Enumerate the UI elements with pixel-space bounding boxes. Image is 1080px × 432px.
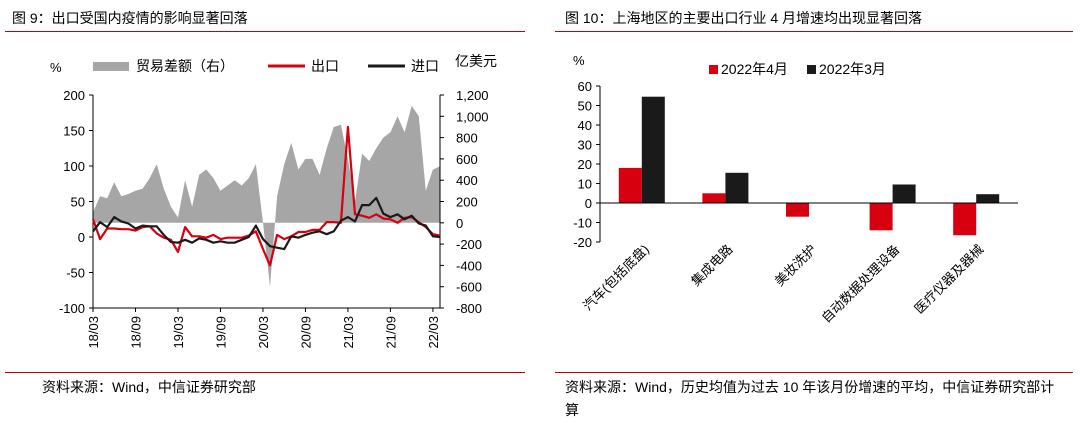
y-tick-label-left: 50: [71, 195, 85, 210]
bar-2022-mar: [892, 184, 916, 203]
x-tick-label: 20/03: [256, 316, 271, 349]
bar-2022-mar: [976, 194, 1000, 203]
figure-9-legend: 贸易差额（右） 出口 进口: [93, 58, 439, 74]
bar-2022-mar: [725, 172, 749, 203]
y-tick-label: 50: [578, 99, 592, 114]
y-unit-left: %: [50, 60, 62, 75]
figure-10: 图 10：上海地区的主要出口行业 4 月增速均出现显著回落 % 60 50 40 30…: [555, 0, 1075, 432]
figure-10-legend: 2022年4月 2022年3月: [709, 61, 886, 77]
figure-9-title: 图 9：出口受国内疫情的影响显著回落: [12, 10, 248, 26]
y-tick-label: 30: [578, 138, 592, 153]
y-tick-label: -10: [573, 216, 592, 231]
y-tick-label-right: 400: [456, 173, 478, 188]
y-tick-label: -20: [573, 235, 592, 250]
legend-label-trade: 贸易差额（右）: [136, 58, 234, 74]
legend-swatch-trade: [93, 62, 129, 71]
y-tick-label-right: -600: [456, 280, 482, 295]
legend-label-export: 出口: [311, 58, 339, 74]
y-unit-right: 亿美元: [455, 53, 497, 69]
y-tick-label-right: -200: [456, 237, 482, 252]
export-line: [91, 125, 441, 267]
y-tick-label-left: -100: [59, 301, 85, 316]
legend-label-import: 进口: [411, 58, 439, 74]
y-tick-label-left: 100: [63, 159, 85, 174]
x-tick-label: 19/09: [213, 316, 228, 349]
y-tick-label: 20: [578, 157, 592, 172]
y-tick-label-left: 200: [63, 88, 85, 103]
y-tick-label-left: 0: [78, 230, 85, 245]
x-tick-label: 22/03: [426, 316, 441, 349]
figure-9-bottom-rule: [5, 372, 525, 373]
y-tick-label-left: -50: [66, 266, 85, 281]
figure-9-top-rule: [5, 31, 525, 32]
x-tick-label: 21/03: [341, 316, 356, 349]
y-tick-label-right: 800: [456, 131, 478, 146]
legend-label-mar: 2022年3月: [819, 61, 886, 77]
x-tick-label: 19/03: [171, 316, 186, 349]
y-tick-label-left: 150: [63, 124, 85, 139]
y-tick-label-right: 200: [456, 195, 478, 210]
y-tick-label-right: -400: [456, 258, 482, 273]
category-label: 美妆洗护: [772, 242, 819, 289]
y-tick-label: 40: [578, 118, 592, 133]
category-label: 汽车(包括底盘): [580, 242, 652, 314]
bar-2022-apr: [869, 203, 893, 231]
category-label: 集成电路: [688, 242, 735, 289]
category-label: 自动数据处理设备: [819, 242, 903, 326]
figure-10-bottom-rule: [555, 372, 1073, 373]
figure-10-title: 图 10：上海地区的主要出口行业 4 月增速均出现显著回落: [565, 10, 923, 26]
bar-2022-apr: [702, 193, 726, 204]
y-tick-label-right: 1,000: [456, 109, 489, 124]
legend-swatch-mar: [807, 65, 816, 74]
figure-10-top-rule: [555, 31, 1073, 32]
y-tick-label-right: 1,200: [456, 88, 489, 103]
bar-2022-apr: [953, 203, 977, 236]
category-label: 医疗仪器及器械: [911, 242, 986, 317]
bar-2022-apr: [618, 167, 642, 203]
y-tick-label-right: -800: [456, 301, 482, 316]
y-unit: %: [573, 53, 585, 68]
legend-swatch-apr: [709, 65, 718, 74]
y-tick-label: 10: [578, 177, 592, 192]
y-tick-label-right: 0: [456, 216, 463, 231]
x-tick-label: 18/03: [86, 316, 101, 349]
import-line: [92, 196, 441, 251]
x-tick-label: 20/09: [298, 316, 313, 349]
figure-10-source: 资料来源：Wind，历史均值为过去 10 年该月份增速的平均，中信证券研究部计算: [565, 379, 1055, 418]
x-tick-label: 18/09: [128, 316, 143, 349]
trade-balance-area: [93, 105, 440, 287]
y-tick-label: 60: [578, 79, 592, 94]
x-tick-label: 21/09: [383, 316, 398, 349]
figure-9: 图 9：出口受国内疫情的影响显著回落 % 亿美元 200 150 100 50 0 -50…: [0, 0, 530, 432]
y-tick-label: 0: [585, 196, 592, 211]
figure-9-source: 资料来源：Wind，中信证券研究部: [42, 379, 256, 395]
bar-2022-mar: [641, 96, 665, 203]
legend-label-apr: 2022年4月: [721, 61, 788, 77]
figure-9-chart: % 亿美元 200 150 100 50 0 -50 -100 1,200 1,000 800 60…: [50, 53, 497, 349]
y-tick-label-right: 600: [456, 152, 478, 167]
bar-2022-apr: [786, 203, 809, 217]
